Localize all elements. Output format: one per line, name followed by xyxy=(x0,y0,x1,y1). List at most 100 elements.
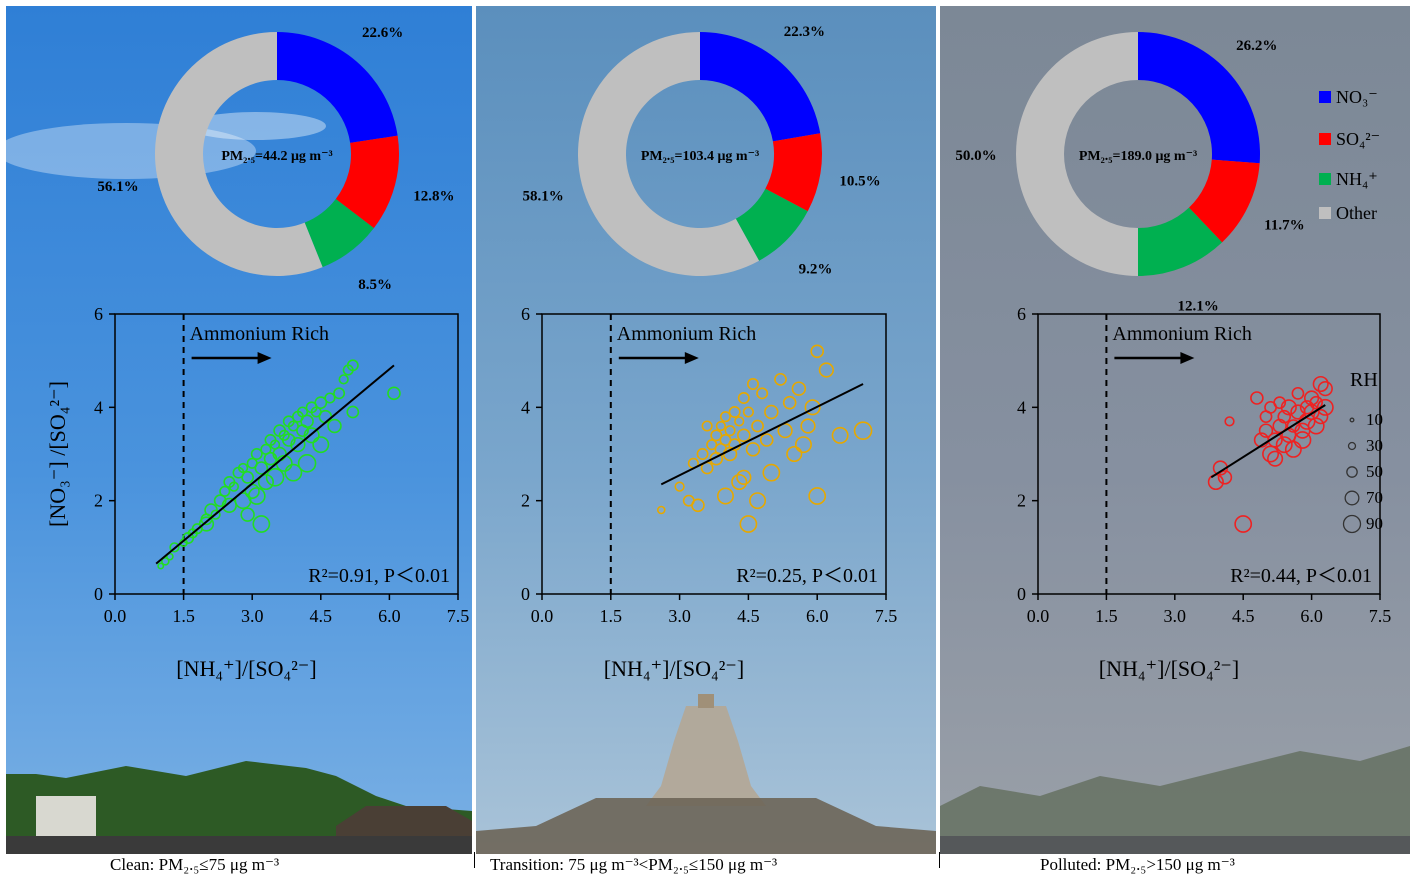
scatter-chart-transition: 0.0 1.5 3.0 4.5 6.0 7.5 0 2 4 6 [NH₄⁺]/[SO₄²⁻] Ammo… xyxy=(521,304,897,681)
scatter-point xyxy=(774,372,787,386)
y-tick-label: 2 xyxy=(521,491,530,511)
rh-legend-marker xyxy=(1344,490,1360,506)
scatter-point xyxy=(1286,419,1301,433)
scatter-point xyxy=(1258,423,1274,438)
donut-slice-nh4 xyxy=(1138,207,1223,276)
scatter-point xyxy=(169,542,180,553)
panel-polluted-svg: 26.2% 11.7% 12.1% 50.0% PM₂.₅=189.0 μg m⁻³ 0… xyxy=(940,32,1410,854)
scatter-point xyxy=(219,485,231,497)
caption-separator xyxy=(474,852,475,868)
panel-clean: 22.6% 12.8% 8.5% 56.1% PM₂.₅=44.2 μg m⁻³ 0.0… xyxy=(6,6,472,854)
hall-roof-silhouette xyxy=(476,798,936,854)
scatter-point xyxy=(278,429,290,441)
donut-chart-transition: 22.3% 10.5% 9.2% 58.1% PM₂.₅=103.4 μg m⁻³ xyxy=(523,24,881,277)
plot-frame xyxy=(1037,313,1381,595)
wall-silhouette xyxy=(940,836,1410,854)
scatter-point xyxy=(250,448,263,460)
legend-swatch-so4 xyxy=(1319,133,1331,145)
scatter-point xyxy=(810,344,825,359)
x-tick-label: 1.5 xyxy=(1095,606,1118,626)
scatter-point xyxy=(324,392,336,404)
scatter-point xyxy=(786,445,803,463)
scatter-point xyxy=(696,448,709,460)
scatter-point xyxy=(1217,470,1233,485)
scatter-point xyxy=(1224,416,1235,427)
scatter-point xyxy=(808,487,827,505)
scatter-point xyxy=(157,562,165,570)
scatter-point xyxy=(818,362,835,378)
scatter-chart-polluted: 0.0 1.5 3.0 4.5 6.0 7.5 0 2 4 6 [NH₄⁺]/[SO₄²⁻] Ammo… xyxy=(1017,304,1391,681)
rh-legend-marker xyxy=(1346,466,1358,478)
donut-value-label-nh4: 9.2% xyxy=(799,262,833,278)
regression-line xyxy=(155,364,395,565)
scatter-point xyxy=(734,416,745,427)
x-tick-label: 7.5 xyxy=(875,606,898,626)
scatter-point xyxy=(691,498,705,513)
scatter-point xyxy=(228,481,240,492)
scatter-point xyxy=(314,396,328,410)
donut-value-label-so4: 10.5% xyxy=(839,174,880,190)
x-tick-label: 7.5 xyxy=(447,606,470,626)
x-tick-label: 3.0 xyxy=(1164,606,1187,626)
scatter-point xyxy=(1309,395,1323,410)
x-tick-label: 6.0 xyxy=(806,606,829,626)
scatter-point xyxy=(745,442,761,457)
donut-value-label-so4: 12.8% xyxy=(413,188,454,204)
donut-slice-nh4 xyxy=(304,198,374,268)
ammonium-rich-label: Ammonium Rich xyxy=(1112,323,1251,345)
donut-center-label: PM₂.₅=189.0 μg m⁻³ xyxy=(1079,149,1197,164)
y-tick-label: 4 xyxy=(94,397,103,417)
panel-polluted: 26.2% 11.7% 12.1% 50.0% PM₂.₅=189.0 μg m⁻³ 0… xyxy=(940,6,1410,854)
x-tick-label: 0.0 xyxy=(1027,606,1050,626)
scatter-point xyxy=(749,492,767,510)
x-tick-label: 1.5 xyxy=(600,606,623,626)
pagoda-silhouette xyxy=(646,706,766,806)
scatter-point xyxy=(210,509,221,520)
scatter-point xyxy=(257,473,274,491)
x-tick-label: 3.0 xyxy=(241,606,264,626)
scatter-point xyxy=(187,528,198,539)
donut-slice-no3 xyxy=(277,32,398,143)
scatter-point xyxy=(853,421,873,440)
scatter-point xyxy=(656,505,666,515)
regression-line xyxy=(660,383,864,486)
panel-transition-svg: 22.3% 10.5% 9.2% 58.1% PM₂.₅=103.4 μg m⁻³ 0.… xyxy=(476,24,936,854)
donut-slice-nh4 xyxy=(735,188,808,261)
scatter-point xyxy=(346,359,359,372)
scatter-point xyxy=(742,406,754,418)
scatter-point xyxy=(241,470,255,484)
y-tick-label: 6 xyxy=(1017,304,1026,324)
scatter-point xyxy=(731,473,748,491)
scatter-point xyxy=(804,399,821,416)
x-tick-label: 4.5 xyxy=(310,606,333,626)
x-tick-label: 4.5 xyxy=(1232,606,1255,626)
scatter-point xyxy=(287,420,299,432)
scatter-point xyxy=(737,392,750,404)
scatter-point xyxy=(762,463,781,482)
donut-value-label-other: 56.1% xyxy=(97,179,138,195)
scatter-point xyxy=(1277,409,1292,424)
donut-center-label: PM₂.₅=103.4 μg m⁻³ xyxy=(641,149,759,164)
scatter-point xyxy=(300,414,314,429)
legend-label-so4: SO₄²⁻ xyxy=(1336,129,1380,149)
scatter-point xyxy=(701,420,713,432)
rh-legend-marker xyxy=(1342,514,1362,534)
donut-value-label-no3: 22.6% xyxy=(362,25,403,41)
ammonium-rich-arrowhead xyxy=(1180,352,1195,364)
x-axis-label: [NH₄⁺]/[SO₄²⁻] xyxy=(604,656,744,681)
caption-separator xyxy=(939,852,940,868)
donut-value-label-other: 58.1% xyxy=(523,188,564,204)
y-tick-label: 0 xyxy=(521,584,530,604)
scatter-point xyxy=(327,418,342,434)
x-tick-label: 0.0 xyxy=(531,606,554,626)
ammonium-rich-label: Ammonium Rich xyxy=(190,323,329,345)
x-tick-label: 4.5 xyxy=(737,606,760,626)
scatter-point xyxy=(240,507,255,522)
scatter-point xyxy=(237,462,249,474)
donut-slice-so4 xyxy=(765,133,822,212)
scatter-point xyxy=(1250,391,1264,405)
scatter-point xyxy=(1259,410,1273,424)
donut-chart-clean: 22.6% 12.8% 8.5% 56.1% PM₂.₅=44.2 μg m⁻³ xyxy=(97,25,454,293)
scatter-point xyxy=(1307,417,1325,435)
rh-legend-marker xyxy=(1349,417,1355,423)
